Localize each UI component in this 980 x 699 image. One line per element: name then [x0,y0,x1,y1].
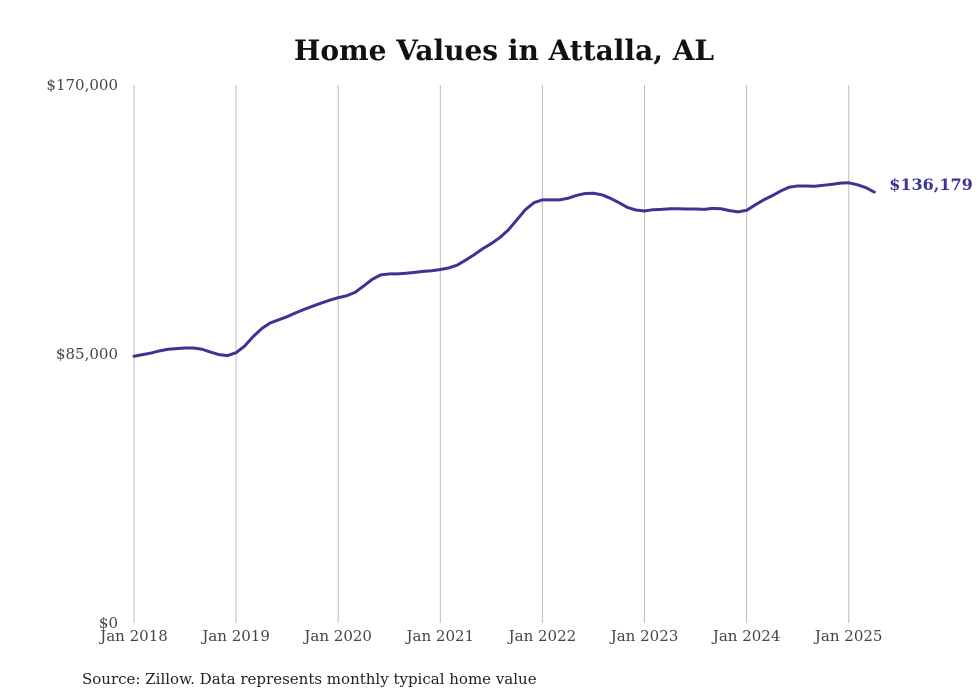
x-tick-label: Jan 2020 [302,627,372,645]
x-tick-label: Jan 2019 [200,627,270,645]
x-tick-label: Jan 2021 [405,627,475,645]
y-tick-label: $0 [99,614,118,632]
x-tick-label: Jan 2025 [813,627,883,645]
y-axis-tick-labels: $0 $85,000 $170,000 [46,76,118,632]
vertical-gridlines [133,85,850,623]
x-tick-label: Jan 2018 [98,627,168,645]
x-tick-label: Jan 2022 [507,627,577,645]
x-axis-tick-labels: Jan 2018 Jan 2019 Jan 2020 Jan 2021 Jan 2022… [98,627,882,645]
x-tick-label: Jan 2023 [609,627,679,645]
x-tick-label: Jan 2024 [711,627,781,645]
chart-title: Home Values in Attalla, AL [294,34,715,67]
home-value-series-line [132,181,876,358]
y-tick-label: $85,000 [56,345,118,363]
last-value-label: $136,179 [889,175,973,194]
source-note: Source: Zillow. Data represents monthly … [82,670,537,688]
y-tick-label: $170,000 [46,76,118,94]
